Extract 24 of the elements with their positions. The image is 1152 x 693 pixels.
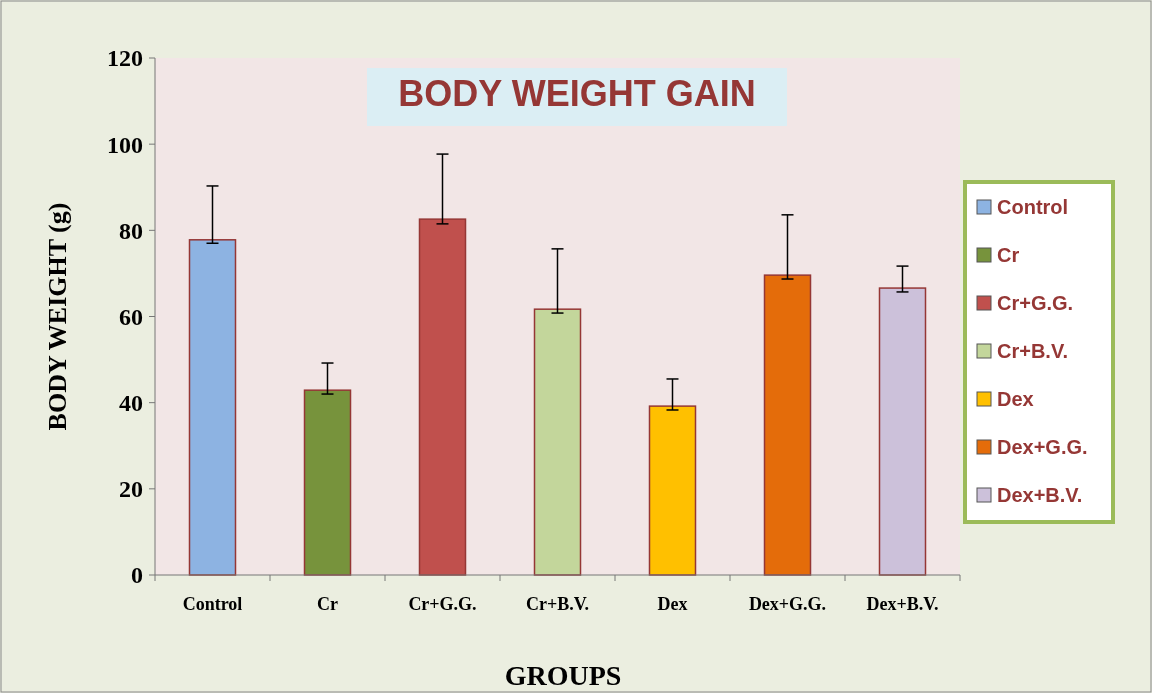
y-axis-title: BODY WEIGHT (g): [43, 202, 72, 431]
x-tick-label: Cr+G.G.: [408, 594, 477, 614]
x-axis-title: GROUPS: [504, 660, 622, 691]
y-tick-label: 20: [119, 476, 143, 503]
legend-label: Dex+G.G.: [997, 436, 1088, 458]
x-tick-label: Dex: [657, 594, 688, 614]
x-tick-label: Cr: [317, 594, 338, 614]
y-tick-label: 0: [131, 562, 143, 589]
legend-label: Cr+B.V.: [997, 340, 1068, 362]
y-tick-label: 100: [107, 131, 143, 158]
legend-label: Cr+G.G.: [997, 292, 1074, 314]
legend-label: Dex+B.V.: [997, 484, 1083, 506]
y-tick-label: 120: [107, 45, 143, 72]
chart-title: BODY WEIGHT GAIN: [398, 73, 756, 114]
y-tick-label: 80: [119, 217, 143, 244]
x-tick-label: Cr+B.V.: [526, 594, 589, 614]
x-tick-label: Dex+B.V.: [866, 594, 939, 614]
y-tick-label: 40: [119, 390, 143, 417]
legend-label: Dex: [997, 388, 1034, 410]
y-tick-label: 60: [119, 303, 143, 330]
x-tick-label: Control: [182, 594, 243, 614]
x-tick-label: Dex+G.G.: [748, 594, 827, 614]
legend-label: Control: [997, 196, 1069, 218]
legend-label: Cr: [997, 244, 1020, 266]
